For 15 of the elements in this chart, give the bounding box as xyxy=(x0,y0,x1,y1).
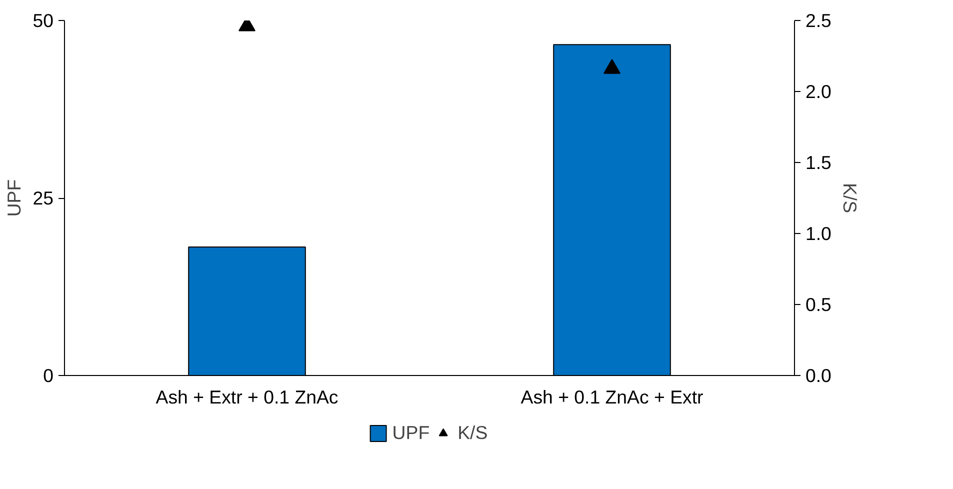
y-tick-label: 25 xyxy=(32,188,54,208)
y2-tick-label: 2.5 xyxy=(806,10,832,31)
y2-tick-label: 0.0 xyxy=(806,365,832,386)
y2-tick-label: 1.0 xyxy=(806,223,832,244)
legend-label: UPF xyxy=(392,422,430,444)
y-tick-label: 0 xyxy=(43,365,54,386)
y-axis-title: UPF xyxy=(4,179,25,217)
x-tick-label: Ash + Extr + 0.1 ZnAc xyxy=(156,386,338,408)
x-tick-label: Ash + 0.1 ZnAc + Extr xyxy=(520,386,704,408)
y2-tick-label: 1.5 xyxy=(806,152,832,173)
y2-tick-label: 0.5 xyxy=(806,294,832,315)
y2-tick-label: 2.0 xyxy=(806,81,832,102)
legend-label: K/S xyxy=(458,422,488,444)
y2-axis-title: K/S xyxy=(839,182,860,214)
y-tick-label: 50 xyxy=(32,10,54,31)
